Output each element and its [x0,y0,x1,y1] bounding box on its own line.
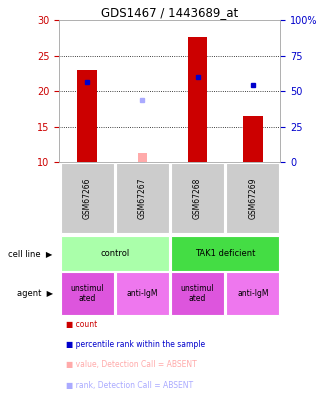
Bar [188,36,207,162]
Bar [116,272,169,315]
Bar [171,236,280,271]
Text: ■ value, Detection Call = ABSENT: ■ value, Detection Call = ABSENT [66,360,197,369]
Text: ■ rank, Detection Call = ABSENT: ■ rank, Detection Call = ABSENT [66,381,193,390]
Title: GDS1467 / 1443689_at: GDS1467 / 1443689_at [101,6,239,19]
Text: cell line  ▶: cell line ▶ [9,249,53,258]
Bar [138,153,147,162]
Bar [171,164,224,233]
Text: control: control [100,249,129,258]
Bar [77,70,97,162]
Bar [116,164,169,233]
Bar [226,164,280,233]
Text: GSM67267: GSM67267 [138,178,147,219]
Text: GSM67266: GSM67266 [82,178,91,219]
Text: TAK1 deficient: TAK1 deficient [195,249,255,258]
Text: GSM67269: GSM67269 [248,178,257,219]
Bar [60,164,114,233]
Text: agent  ▶: agent ▶ [17,289,53,298]
Bar [243,116,263,162]
Text: anti-IgM: anti-IgM [237,289,269,298]
Text: unstimul
ated: unstimul ated [70,284,104,303]
Text: unstimul
ated: unstimul ated [181,284,214,303]
Bar [60,236,169,271]
Text: ■ percentile rank within the sample: ■ percentile rank within the sample [66,340,205,349]
Bar [60,272,114,315]
Bar [226,272,280,315]
Text: anti-IgM: anti-IgM [127,289,158,298]
Text: ■ count: ■ count [66,320,97,329]
Text: GSM67268: GSM67268 [193,178,202,219]
Bar [171,272,224,315]
